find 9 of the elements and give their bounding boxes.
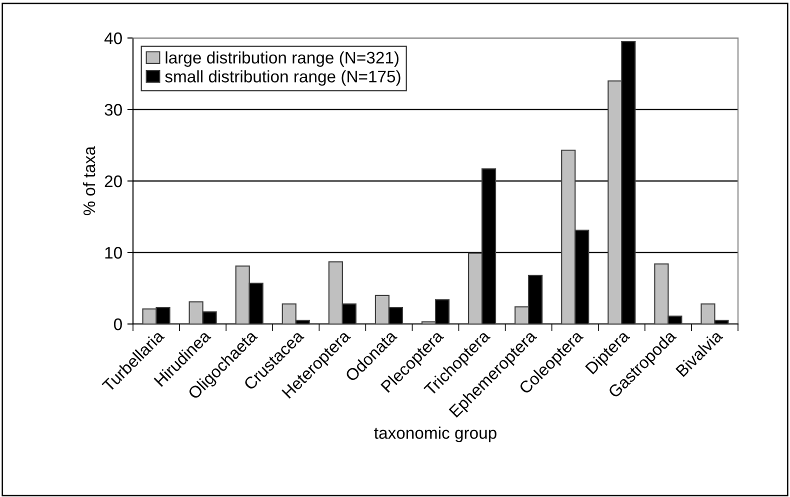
y-tick-label: 10	[105, 246, 122, 259]
y-tick-label: 20	[104, 175, 122, 188]
y-tick-label: 0	[114, 318, 122, 330]
y-tick-label: 40	[104, 32, 122, 44]
y-axis-title: % of taxa	[82, 146, 96, 216]
legend-label: small distribution range (N=175)	[165, 70, 400, 86]
legend-label: large distribution range (N=321)	[166, 51, 398, 67]
y-tick-label: 30	[104, 104, 122, 116]
x-axis-title: taxonomic group	[374, 426, 496, 442]
